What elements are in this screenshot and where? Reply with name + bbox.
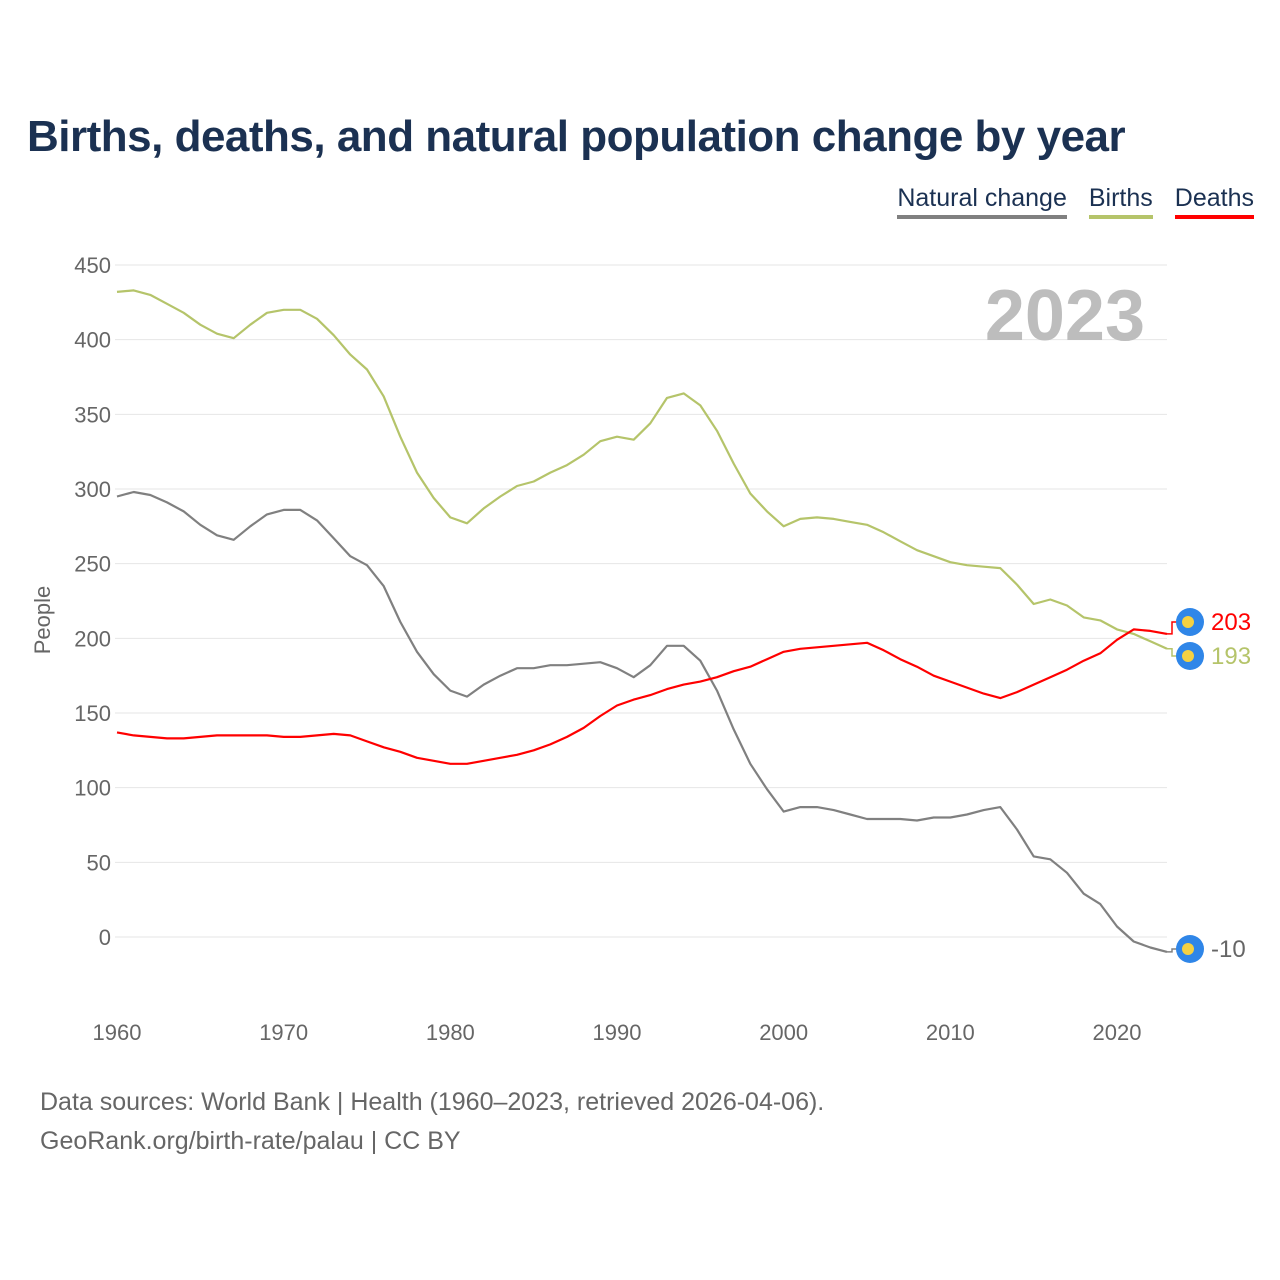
series-line-deaths bbox=[116, 628, 1168, 765]
x-tick-label: 1970 bbox=[259, 1020, 308, 1045]
y-tick-label: 0 bbox=[99, 925, 111, 950]
legend-births[interactable]: Births bbox=[1088, 184, 1153, 219]
end-marker-dot bbox=[1182, 616, 1194, 628]
y-tick-label: 150 bbox=[74, 701, 111, 726]
label-leader bbox=[1167, 948, 1178, 953]
end-marker-dot bbox=[1182, 650, 1194, 662]
chart-title: Births, deaths, and natural population c… bbox=[27, 112, 1126, 161]
y-tick-label: 250 bbox=[74, 552, 111, 577]
legend-deaths[interactable]: Deaths bbox=[1174, 184, 1254, 219]
x-tick-label: 1990 bbox=[593, 1020, 642, 1045]
series-line-births bbox=[116, 289, 1168, 650]
x-tick-label: 1960 bbox=[93, 1020, 142, 1045]
y-tick-label: 450 bbox=[74, 253, 111, 278]
legend-natural-change[interactable]: Natural change bbox=[897, 184, 1067, 219]
legend: Natural change Births Deaths bbox=[897, 184, 1254, 219]
footer-credit: GeoRank.org/birth-rate/palau | CC BY bbox=[40, 1127, 461, 1155]
label-leader bbox=[1167, 648, 1178, 657]
y-tick-label: 200 bbox=[74, 626, 111, 651]
x-tick-label: 2000 bbox=[759, 1020, 808, 1045]
year-watermark: 2023 bbox=[985, 276, 1145, 356]
end-marker-dot bbox=[1182, 943, 1194, 955]
end-value-label: 193 bbox=[1211, 643, 1251, 670]
x-tick-label: 2020 bbox=[1093, 1020, 1142, 1045]
x-tick-label: 1980 bbox=[426, 1020, 475, 1045]
end-value-label: 203 bbox=[1211, 609, 1251, 636]
label-leader bbox=[1167, 621, 1178, 635]
y-tick-label: 400 bbox=[74, 328, 111, 353]
x-tick-label: 2010 bbox=[926, 1020, 975, 1045]
series-line-natural-change bbox=[116, 490, 1168, 953]
y-tick-label: 300 bbox=[74, 477, 111, 502]
y-tick-label: 100 bbox=[74, 776, 111, 801]
y-tick-label: 350 bbox=[74, 402, 111, 427]
end-value-label: -10 bbox=[1211, 936, 1246, 963]
footer-sources: Data sources: World Bank | Health (1960–… bbox=[40, 1088, 825, 1116]
y-axis-label: People bbox=[30, 586, 55, 655]
y-tick-label: 50 bbox=[87, 850, 111, 875]
